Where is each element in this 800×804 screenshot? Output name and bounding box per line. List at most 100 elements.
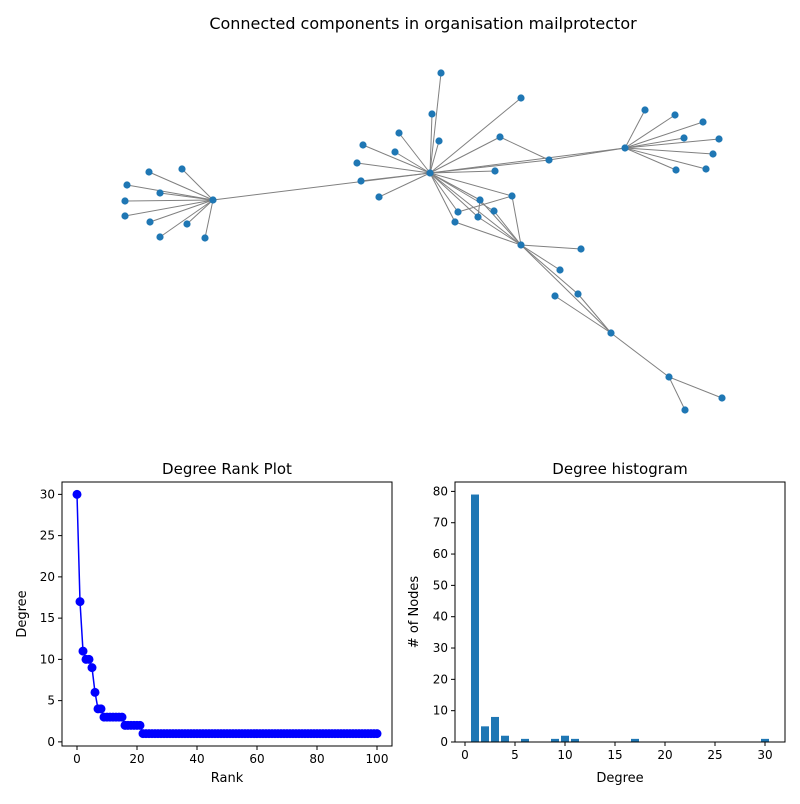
hist-xtick-label-10: 10 <box>557 748 572 762</box>
network-edge-31 <box>429 172 522 246</box>
rank-ytick-label-10: 10 <box>40 652 55 666</box>
network-edge-35 <box>624 114 676 149</box>
network-edge-50 <box>520 244 561 271</box>
rank-xtick-label-20: 20 <box>129 752 144 766</box>
rank-plot-frame <box>61 481 393 747</box>
network-node-15 <box>146 218 154 226</box>
network-node-47 <box>681 406 689 414</box>
network-edge-22 <box>429 170 496 174</box>
network-edge-3 <box>126 184 214 201</box>
network-node-0 <box>209 196 217 204</box>
histogram-ylabel: # of Nodes <box>407 576 422 649</box>
network-edge-53 <box>577 293 612 334</box>
network-edge-56 <box>668 376 686 411</box>
network-edge-20 <box>429 136 501 174</box>
network-node-33 <box>476 196 484 204</box>
network-node-45 <box>556 266 564 274</box>
network-node-22 <box>395 129 403 137</box>
rank-ytick-label-0: 0 <box>47 735 55 749</box>
network-node-31 <box>454 208 462 216</box>
network-node-13 <box>121 197 129 205</box>
network-edge-55 <box>610 332 670 378</box>
network-edge-4 <box>159 192 214 201</box>
network-edge-40 <box>624 147 677 171</box>
network-node-30 <box>491 167 499 175</box>
network-edge-51 <box>520 244 579 295</box>
network-node-43 <box>702 165 710 173</box>
histogram-frame <box>454 481 786 743</box>
rank-point-21 <box>135 720 145 730</box>
network-node-28 <box>496 133 504 141</box>
network-edge-30 <box>429 147 626 174</box>
network-edge-41 <box>624 147 707 170</box>
network-node-20 <box>428 110 436 118</box>
rank-point-15 <box>117 712 127 722</box>
hist-xtick-label-5: 5 <box>511 748 519 762</box>
network-edge-37 <box>624 137 685 149</box>
rank-ytick-label-20: 20 <box>40 570 55 584</box>
network-node-23 <box>359 141 367 149</box>
network-node-46 <box>551 292 559 300</box>
network-node-39 <box>680 134 688 142</box>
network-edge-24 <box>429 172 456 223</box>
network-node-6 <box>607 329 615 337</box>
hist-ytick-label-80: 80 <box>433 484 448 498</box>
network-edge-32 <box>499 136 550 161</box>
network-node-5 <box>545 156 553 164</box>
network-edge-33 <box>548 147 626 161</box>
network-node-19 <box>437 69 445 77</box>
network-node-40 <box>715 135 723 143</box>
network-node-18 <box>201 234 209 242</box>
hist-xtick-label-30: 30 <box>757 748 772 762</box>
network-edge-8 <box>159 199 214 238</box>
network-node-29 <box>517 94 525 102</box>
hist-xtick-label-25: 25 <box>707 748 722 762</box>
rank-xtick-label-60: 60 <box>249 752 264 766</box>
network-edge-43 <box>511 195 522 246</box>
network-edge-28 <box>429 172 513 197</box>
network-edge-26 <box>429 172 479 218</box>
hist-bar-degree-30 <box>761 738 769 742</box>
network-edge-38 <box>624 138 720 149</box>
rank-xtick-label-100: 100 <box>366 752 389 766</box>
rank-ytick-label-5: 5 <box>47 694 55 708</box>
rank-plot-xlabel: Rank <box>211 771 244 786</box>
network-edge-11 <box>429 72 442 174</box>
network-node-12 <box>156 189 164 197</box>
hist-bar-degree-6 <box>521 738 529 742</box>
network-edge-17 <box>356 162 431 174</box>
network-edge-34 <box>624 109 646 149</box>
network-node-16 <box>156 233 164 241</box>
degree-histogram: Degree histogram 0 5 10 15 20 25 30 0 10 20 30 40 50… <box>407 460 786 786</box>
network-edge-5 <box>124 199 214 202</box>
rank-ytick-label-25: 25 <box>40 529 55 543</box>
network-edge-23 <box>429 172 459 213</box>
histogram-bars <box>471 494 769 742</box>
rank-xtick-label-0: 0 <box>73 752 81 766</box>
network-edge-10 <box>204 199 214 239</box>
network-node-38 <box>699 118 707 126</box>
network-node-27 <box>375 193 383 201</box>
network-node-14 <box>121 212 129 220</box>
network-edge-9 <box>186 199 214 225</box>
rank-point-6 <box>90 687 100 697</box>
hist-bar-degree-2 <box>481 726 489 742</box>
network-edge-19 <box>378 172 431 198</box>
network-edge-52 <box>520 244 612 334</box>
hist-ytick-label-20: 20 <box>433 672 448 686</box>
network-edges <box>124 72 723 411</box>
network-edge-42 <box>457 195 513 213</box>
hist-bar-degree-17 <box>631 738 639 742</box>
network-node-4 <box>508 192 516 200</box>
network-node-24 <box>391 148 399 156</box>
network-node-36 <box>641 106 649 114</box>
network-edge-7 <box>149 199 214 223</box>
network-edge-21 <box>429 97 522 174</box>
network-edge-18 <box>360 172 431 182</box>
network-node-34 <box>474 213 482 221</box>
network-title: Connected components in organisation mai… <box>209 14 637 33</box>
network-node-3 <box>517 241 525 249</box>
hist-ytick-label-70: 70 <box>433 516 448 530</box>
network-edge-57 <box>668 376 723 399</box>
rank-xtick-label-40: 40 <box>189 752 204 766</box>
